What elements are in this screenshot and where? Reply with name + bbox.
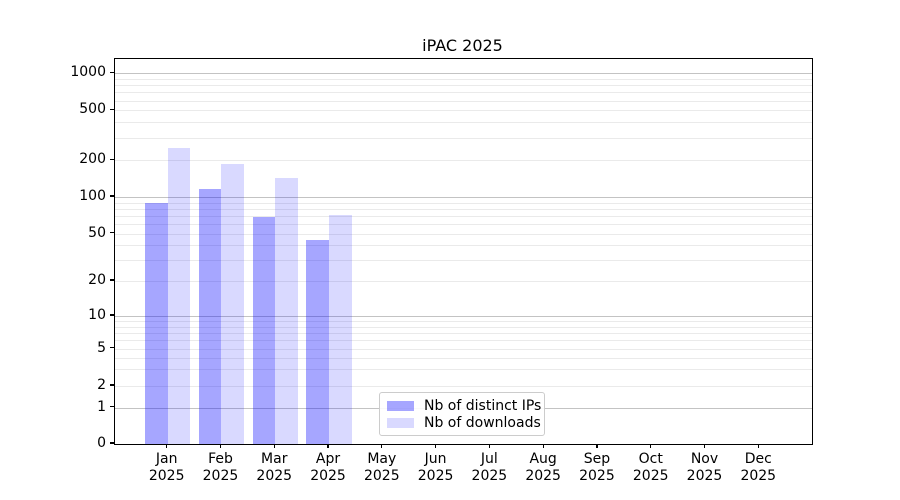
x-tick-label: Aug 2025: [525, 451, 561, 484]
y-tick-mark: [110, 195, 114, 197]
x-tick-label: Dec 2025: [740, 451, 777, 484]
bar-downloads: [275, 178, 298, 444]
bar-distinct-ips: [145, 202, 168, 444]
legend-swatch-downloads: [387, 417, 414, 428]
y-tick-mark: [110, 314, 114, 316]
y-tick-label: 50: [88, 224, 106, 241]
y-tick-label: 100: [79, 188, 106, 204]
gridline-minor: [115, 332, 812, 334]
x-tick-mark: [596, 444, 598, 448]
gridline-minor: [115, 386, 812, 387]
gridline-minor: [115, 233, 812, 235]
y-tick-label: 500: [79, 101, 106, 118]
x-tick-mark: [327, 444, 329, 448]
y-tick-mark: [110, 232, 114, 234]
bar-distinct-ips: [306, 240, 330, 444]
bar-distinct-ips: [252, 217, 276, 444]
gridline-minor: [115, 122, 812, 124]
gridline-minor: [115, 281, 812, 282]
x-tick-mark: [435, 444, 437, 448]
x-tick-mark: [273, 444, 275, 448]
chart-title: iPAC 2025: [422, 36, 503, 55]
legend: Nb of distinct IPs Nb of downloads: [379, 392, 545, 436]
y-tick-mark: [110, 384, 114, 386]
plot-area: [114, 58, 813, 445]
x-tick-label: Jul 2025: [471, 451, 508, 484]
x-tick-label: Feb 2025: [202, 451, 239, 484]
x-tick-label: Apr 2025: [310, 451, 346, 484]
y-tick-label: 2: [97, 377, 106, 393]
x-tick-label: Jun 2025: [417, 451, 454, 484]
x-tick-mark: [381, 444, 383, 448]
bar-downloads: [221, 164, 245, 444]
legend-item-downloads: Nb of downloads: [387, 415, 541, 432]
gridline-minor: [115, 160, 812, 162]
bar-downloads: [167, 148, 191, 444]
x-tick-mark: [488, 444, 490, 448]
x-tick-label: Mar 2025: [256, 451, 293, 484]
y-tick-label: 1000: [70, 64, 106, 81]
y-tick-label: 20: [88, 272, 106, 288]
x-tick-mark: [757, 444, 759, 448]
y-tick-mark: [110, 158, 114, 160]
y-tick-mark: [110, 71, 114, 73]
x-tick-mark: [166, 444, 168, 448]
x-tick-mark: [703, 444, 706, 448]
y-tick-mark: [110, 406, 114, 408]
gridline-minor: [115, 320, 812, 322]
x-tick-label: Jan 2025: [148, 451, 185, 484]
x-tick-mark: [650, 444, 652, 448]
gridline-major: [115, 316, 812, 317]
gridline-minor: [115, 245, 812, 247]
legend-swatch-distinct-ips: [387, 401, 414, 412]
bar-downloads: [329, 215, 352, 444]
x-tick-label: May 2025: [363, 451, 400, 484]
y-tick-label: 10: [88, 307, 106, 323]
gridline-major: [115, 73, 812, 75]
gridline-minor: [115, 369, 812, 371]
x-tick-label: Oct 2025: [632, 451, 669, 484]
x-tick-label: Sep 2025: [579, 451, 615, 484]
y-tick-mark: [110, 279, 114, 281]
y-tick-mark: [110, 347, 114, 349]
y-tick-mark: [110, 108, 114, 110]
gridline-minor: [115, 100, 812, 102]
y-tick-label: 200: [79, 151, 106, 168]
gridline-minor: [115, 348, 812, 350]
x-tick-label: Nov 2025: [686, 451, 723, 484]
gridline-minor: [115, 208, 812, 210]
gridline-minor: [115, 78, 812, 80]
gridline-minor: [115, 85, 812, 87]
gridline-minor: [115, 224, 812, 226]
y-tick-label: 1: [97, 398, 106, 415]
y-tick-label: 5: [97, 339, 106, 356]
gridline-minor: [115, 110, 812, 112]
gridline-minor: [115, 326, 812, 328]
gridline-minor: [115, 138, 812, 140]
x-tick-mark: [542, 444, 544, 448]
gridline-minor: [115, 215, 812, 217]
legend-item-distinct-ips: Nb of distinct IPs: [387, 398, 541, 415]
x-tick-mark: [219, 444, 222, 448]
gridline-major: [115, 197, 812, 198]
gridline-minor: [115, 340, 812, 342]
gridline-minor: [115, 357, 812, 359]
y-tick-label: 0: [97, 435, 106, 451]
gridline-minor: [115, 92, 812, 94]
bar-distinct-ips: [198, 188, 222, 444]
gridline-minor: [115, 260, 812, 262]
gridline-minor: [115, 202, 812, 204]
legend-label-downloads: Nb of downloads: [424, 414, 541, 431]
legend-label-distinct-ips: Nb of distinct IPs: [424, 398, 542, 415]
y-tick-mark: [110, 442, 114, 444]
